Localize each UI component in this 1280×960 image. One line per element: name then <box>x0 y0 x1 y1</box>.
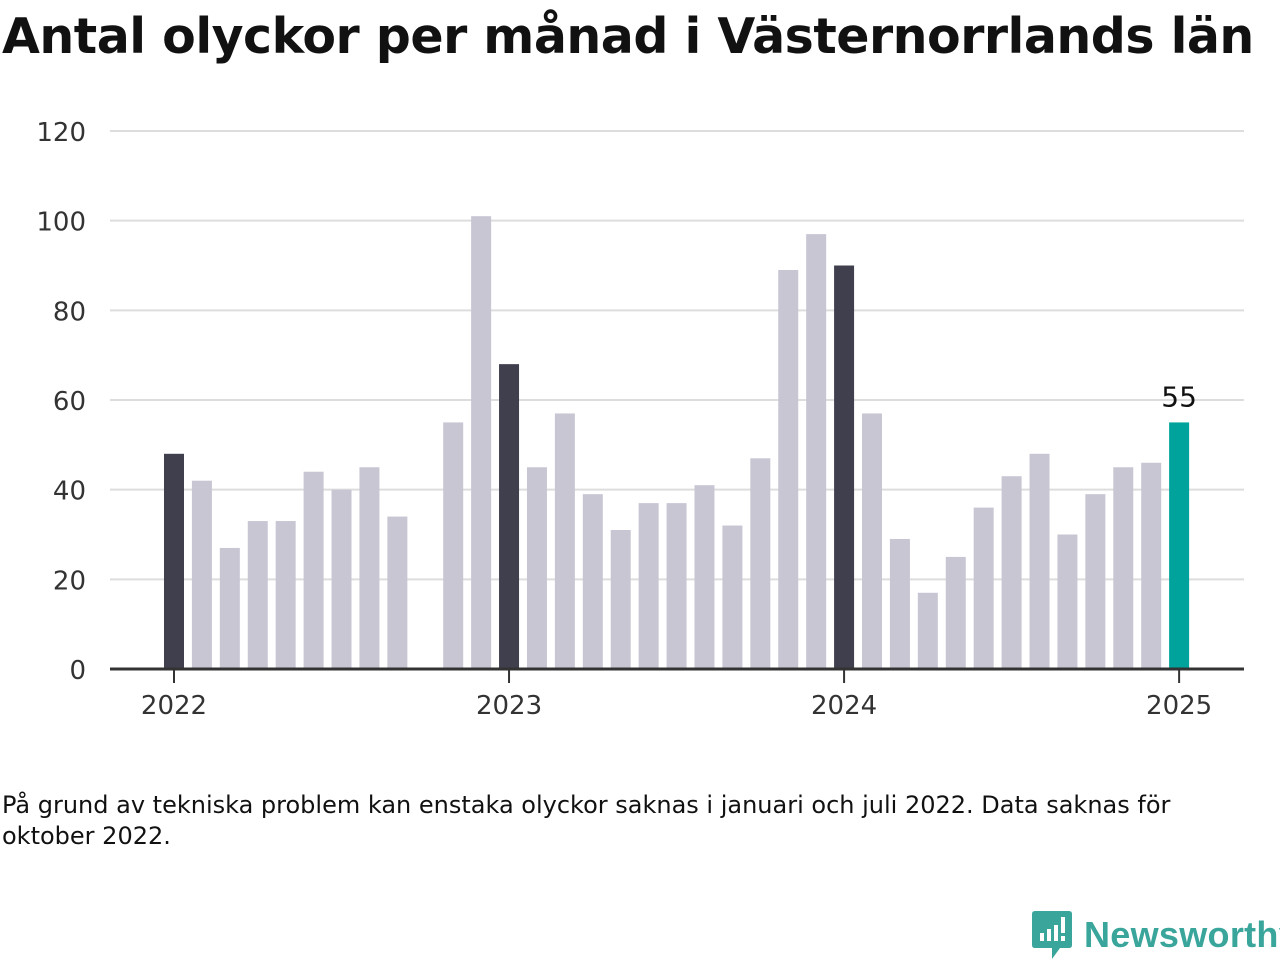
bar-2023-06 <box>638 503 659 669</box>
bar-2022-02 <box>191 480 212 669</box>
x-tick-label: 2023 <box>476 691 542 721</box>
newsworthy-logo-icon <box>1032 911 1072 959</box>
latest-value-label: 55 <box>1161 380 1197 413</box>
bar-2022-04 <box>247 521 268 669</box>
bar-2023-01 <box>499 364 520 669</box>
bar-2023-08 <box>694 485 715 669</box>
bar-2023-12 <box>806 234 827 669</box>
bar-2024-12 <box>1141 462 1162 669</box>
bar-2024-03 <box>889 538 910 669</box>
bar-2023-11 <box>778 269 799 669</box>
y-tick-label: 20 <box>53 566 86 596</box>
chart-title: Antal olyckor per månad i Västernorrland… <box>2 8 1254 65</box>
x-tick-label: 2025 <box>1146 691 1212 721</box>
bar-2023-05 <box>610 530 631 669</box>
bar-2024-11 <box>1113 467 1134 669</box>
x-tick-label: 2022 <box>141 691 207 721</box>
bar-2022-06 <box>303 471 324 669</box>
bar-2022-12 <box>471 216 492 669</box>
bar-2024-01 <box>834 265 855 669</box>
bar-2024-10 <box>1085 494 1106 669</box>
bar-2022-03 <box>219 547 240 669</box>
bar-2023-07 <box>666 503 687 669</box>
bar-chart: 0 20 40 60 80 100 120 2022 2023 2024 2025 55 <box>36 118 1244 721</box>
y-tick-label: 0 <box>69 656 86 686</box>
y-tick-label: 80 <box>53 297 86 327</box>
x-tick-label: 2024 <box>811 691 877 721</box>
bar-2022-11 <box>443 422 464 669</box>
bar-2024-04 <box>917 592 938 669</box>
y-tick-label: 40 <box>53 477 86 507</box>
bar-2023-09 <box>722 525 743 669</box>
y-tick-label: 60 <box>53 387 86 417</box>
bar-2022-01 <box>164 453 184 669</box>
bar-2024-08 <box>1029 453 1050 669</box>
bar-2024-09 <box>1057 534 1078 669</box>
bar-2022-05 <box>275 521 296 669</box>
brand-logo: Newsworthy <box>1032 910 1280 960</box>
y-tick-label: 120 <box>36 118 86 148</box>
y-tick-label: 100 <box>36 208 86 238</box>
bar-2024-05 <box>945 556 966 669</box>
bar-2022-08 <box>359 467 380 669</box>
bar-2024-06 <box>973 507 994 669</box>
bar-2025-01 <box>1169 422 1190 669</box>
bar-2022-07 <box>331 489 352 669</box>
bar-2023-04 <box>582 494 603 669</box>
bar-2024-07 <box>1001 476 1022 669</box>
bar-2023-03 <box>554 413 575 669</box>
bar-2024-02 <box>862 413 882 669</box>
footnote: På grund av tekniska problem kan enstaka… <box>2 791 1171 850</box>
bar-2023-02 <box>526 467 547 669</box>
bar-2023-10 <box>750 458 771 669</box>
bar-2022-09 <box>387 516 408 669</box>
brand-name: Newsworthy <box>1084 914 1280 955</box>
